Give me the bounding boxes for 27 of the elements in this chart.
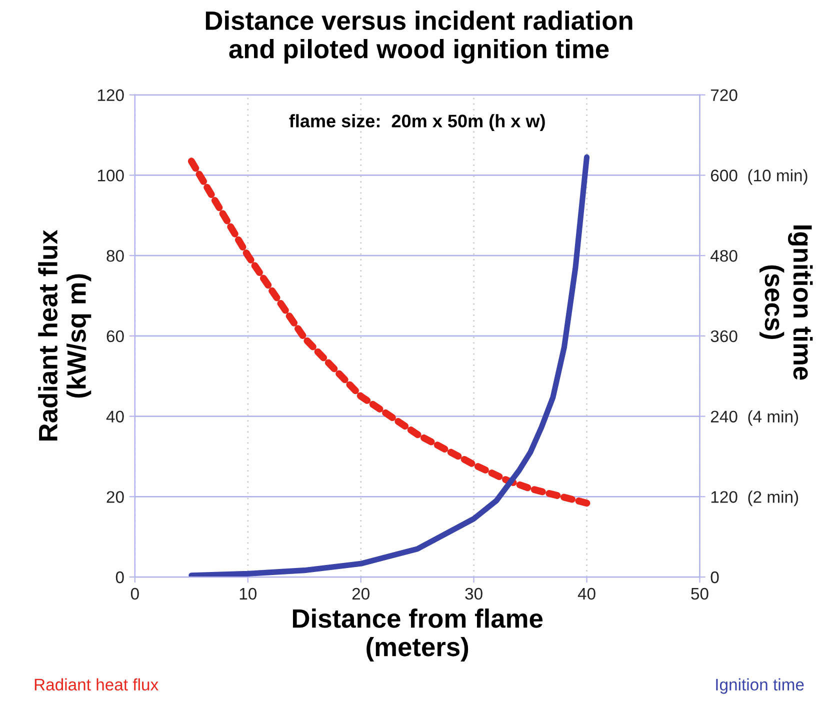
y-tick-label: 120 — [98, 89, 124, 102]
y-tick-label: 0 — [116, 571, 124, 584]
y-tick-label: 60 — [106, 330, 124, 342]
y2-tick-label: 0 — [710, 571, 719, 584]
y-tick-label: 100 — [98, 170, 124, 182]
y-tick-label: 40 — [106, 410, 124, 423]
y-tick-label: 80 — [106, 250, 124, 262]
x-tick-label: 40 — [578, 588, 596, 600]
y2-tick-label: 480 — [710, 250, 738, 262]
x-tick-label: 10 — [240, 588, 256, 600]
y2-tick-label: 120 (2 min) — [711, 490, 798, 506]
text: Ignition time — [716, 678, 804, 694]
x-tick-label: 50 — [691, 588, 708, 600]
y2-tick-label: 240 (4 min) — [710, 410, 798, 426]
x-tick-label: 20 — [352, 588, 370, 600]
x-tick-label: 0 — [130, 588, 139, 600]
y-tick-label: 20 — [106, 491, 124, 503]
chart-title: Distance versus incident radiation and piloted wood ignition time — [206, 10, 632, 64]
text: Radiant heat flux — [34, 678, 158, 691]
y2-tick-label: 600 (10 min) — [710, 169, 808, 185]
annotation: flame size: 20m x 50m (h x w) — [289, 114, 545, 131]
x-tick-label: 30 — [465, 588, 482, 600]
y2-axis-title: Ignition time (secs) — [760, 226, 813, 380]
y2-tick-label: 720 — [711, 89, 738, 102]
y-axis-title: Radiant heat flux (kW/sq m) — [38, 230, 92, 440]
y2-tick-label: 360 — [710, 330, 738, 342]
x-axis-title: Distance from flame (meters) — [292, 608, 543, 662]
